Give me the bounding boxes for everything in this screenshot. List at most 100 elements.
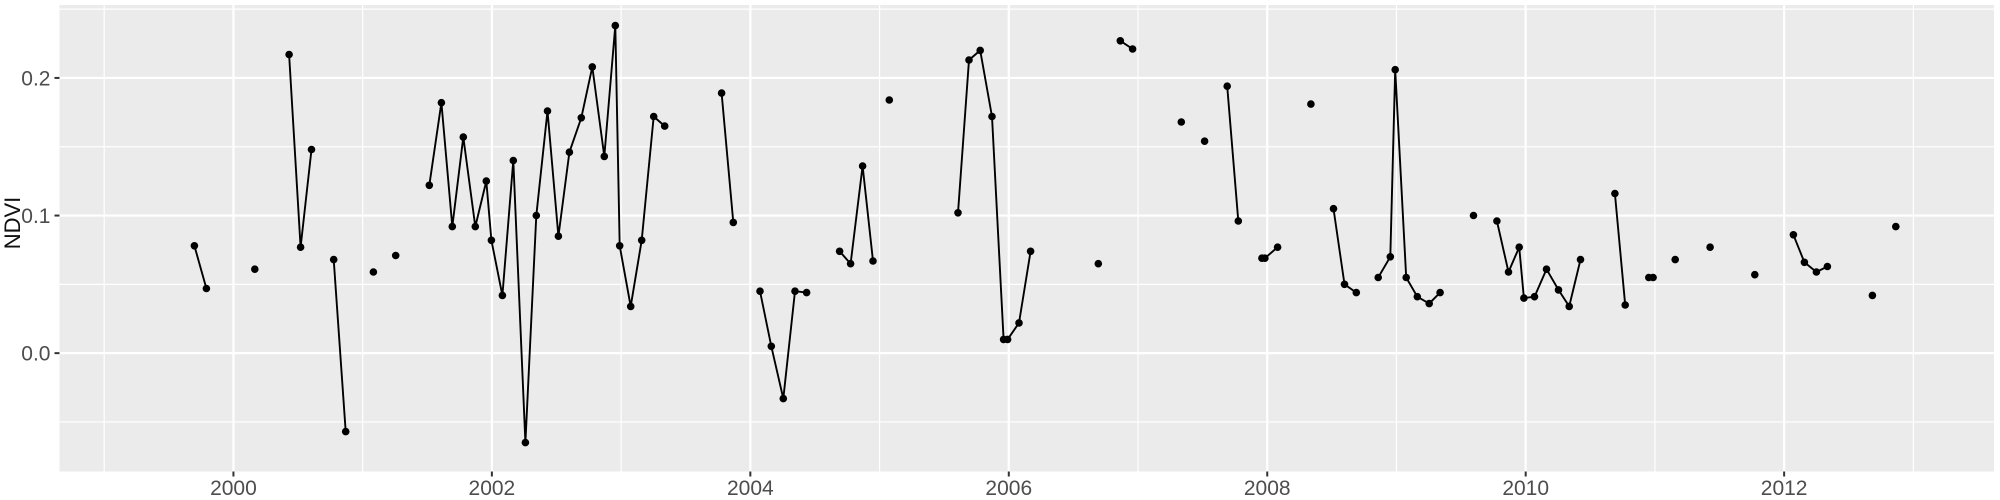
data-point <box>498 291 507 300</box>
data-point <box>767 342 776 351</box>
x-tick-label: 2010 <box>1502 477 1549 500</box>
data-point <box>756 287 764 296</box>
x-tick-label: 2006 <box>985 477 1032 500</box>
data-point <box>717 89 726 97</box>
data-point <box>1751 270 1759 279</box>
data-point <box>1273 243 1282 251</box>
data-point <box>1352 288 1361 297</box>
data-line-segment <box>838 165 874 265</box>
data-point <box>577 114 586 122</box>
data-line-segment <box>1226 86 1240 222</box>
data-point <box>615 242 624 250</box>
data-point <box>779 394 788 403</box>
data-point <box>202 284 211 293</box>
data-point <box>1015 319 1023 327</box>
data-point <box>329 255 338 264</box>
data-point <box>1530 292 1539 301</box>
data-point <box>1671 255 1679 264</box>
data-point <box>190 242 199 250</box>
data-point <box>425 181 434 190</box>
data-point <box>1223 82 1231 90</box>
x-tick-label: 2002 <box>469 477 516 500</box>
data-point <box>1200 137 1209 145</box>
data-point <box>1469 211 1478 220</box>
data-point <box>965 56 973 64</box>
y-tick-label: 0.1 <box>21 205 50 228</box>
data-point <box>285 50 293 59</box>
data-point <box>835 247 844 256</box>
data-point <box>307 145 316 154</box>
data-line-segment <box>1613 193 1627 306</box>
data-line-segment <box>332 259 347 432</box>
data-point <box>1340 280 1349 289</box>
x-tick-label: 2012 <box>1761 477 1808 500</box>
data-point <box>1307 100 1315 108</box>
data-point <box>1116 37 1125 45</box>
data-point <box>509 156 518 165</box>
data-point <box>1812 268 1821 276</box>
y-tick-label: 0.0 <box>21 343 50 366</box>
data-point <box>1621 301 1629 309</box>
y-tick-label: 0.2 <box>21 67 50 90</box>
data-point <box>988 112 996 121</box>
data-point <box>1386 252 1395 261</box>
data-point <box>1003 335 1012 344</box>
data-point <box>611 21 620 30</box>
data-point <box>1789 231 1798 239</box>
data-point <box>1128 45 1137 53</box>
data-point <box>1868 291 1877 300</box>
data-line-segment <box>720 93 735 223</box>
data-point <box>600 152 609 161</box>
data-point <box>521 438 530 447</box>
data-point <box>341 427 350 436</box>
data-line-segment <box>193 245 208 289</box>
data-point <box>1329 204 1338 213</box>
data-point <box>1542 265 1551 274</box>
data-point <box>729 218 738 227</box>
data-point <box>251 265 259 274</box>
data-point <box>1800 258 1809 267</box>
data-point <box>296 243 305 251</box>
panel-background <box>59 5 1994 472</box>
data-point <box>791 287 799 296</box>
data-point <box>1520 294 1528 302</box>
data-point <box>649 112 658 121</box>
x-tick-label: 2000 <box>210 477 257 500</box>
data-point <box>482 177 491 185</box>
data-line-segment <box>1792 234 1828 273</box>
data-point <box>1649 273 1657 282</box>
data-point <box>565 148 574 156</box>
data-point <box>588 63 597 71</box>
data-point <box>532 211 541 220</box>
data-point <box>885 96 894 104</box>
data-point <box>543 107 552 115</box>
data-point <box>869 257 877 265</box>
data-point <box>1425 299 1433 308</box>
data-point <box>459 133 468 141</box>
data-point <box>1391 65 1399 74</box>
data-point <box>471 222 480 231</box>
data-point <box>391 251 400 260</box>
data-point <box>1565 302 1573 311</box>
data-point <box>1706 243 1714 251</box>
x-tick-label: 2004 <box>727 477 774 500</box>
y-axis-title: NDVI <box>0 197 25 250</box>
data-point <box>637 236 646 245</box>
data-point <box>1554 286 1563 294</box>
data-point <box>1402 273 1410 282</box>
x-tick-label: 2008 <box>1244 477 1291 500</box>
data-point <box>1823 262 1832 271</box>
data-point <box>858 162 867 170</box>
data-point <box>1436 288 1444 297</box>
data-point <box>1892 222 1900 231</box>
data-point <box>1576 255 1585 264</box>
data-point <box>369 268 378 276</box>
data-point <box>626 302 635 311</box>
data-point <box>437 98 446 107</box>
data-point <box>1611 189 1619 198</box>
data-point <box>1026 247 1035 256</box>
data-point <box>1261 254 1269 262</box>
data-point <box>1515 243 1523 251</box>
data-point <box>1234 217 1243 225</box>
